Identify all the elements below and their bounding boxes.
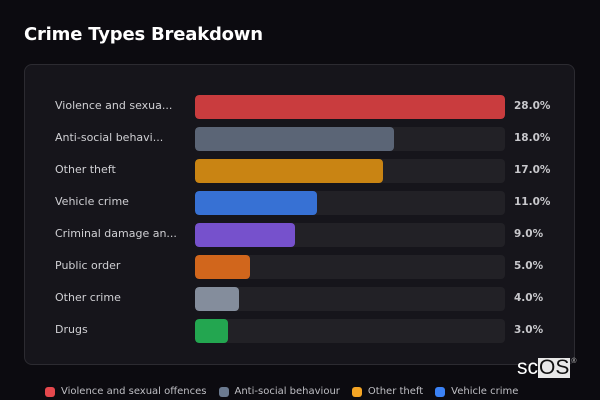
watermark-boxed: OS — [538, 356, 571, 379]
bar-row-other-crime: Other crime 4.0% — [25, 287, 574, 311]
bar-row-criminal-damage: Criminal damage an... 9.0% — [25, 223, 574, 247]
bar-value: 11.0% — [514, 196, 551, 208]
legend-item-vehicle-crime[interactable]: Vehicle crime — [435, 386, 518, 397]
bar-fill[interactable] — [195, 95, 505, 119]
legend-item-violence[interactable]: Violence and sexual offences — [45, 386, 207, 397]
bar-value: 18.0% — [514, 132, 551, 144]
watermark-prefix: sc — [517, 356, 538, 379]
bar-value: 17.0% — [514, 164, 551, 176]
legend-item-anti-social[interactable]: Anti-social behaviour — [218, 386, 340, 397]
bar-track — [195, 191, 505, 215]
legend-swatch — [435, 386, 446, 397]
bar-track — [195, 223, 505, 247]
bar-label: Drugs — [55, 323, 88, 336]
bar-value: 9.0% — [514, 228, 544, 240]
bar-track — [195, 159, 505, 183]
bar-row-other-theft: Other theft 17.0% — [25, 159, 574, 183]
bar-track — [195, 319, 505, 343]
bar-label: Other crime — [55, 291, 121, 304]
bar-fill[interactable] — [195, 319, 229, 343]
legend-label: Vehicle crime — [451, 386, 519, 397]
chart-card: Violence and sexua... 28.0% Anti-social … — [24, 64, 575, 365]
bar-fill[interactable] — [195, 287, 240, 311]
bar-fill[interactable] — [195, 223, 295, 247]
bar-row-public-order: Public order 5.0% — [25, 255, 574, 279]
legend-label: Other theft — [367, 386, 424, 397]
chart-title: Crime Types Breakdown — [24, 24, 263, 45]
bar-track — [195, 255, 505, 279]
bar-label: Other theft — [55, 163, 116, 176]
legend-swatch — [351, 386, 362, 397]
legend-label: Violence and sexual offences — [61, 386, 207, 397]
bar-row-violence: Violence and sexua... 28.0% — [25, 95, 574, 119]
bar-label: Violence and sexua... — [55, 99, 173, 112]
bar-fill[interactable] — [195, 255, 251, 279]
legend-item-other-theft[interactable]: Other theft — [351, 386, 424, 397]
scos-watermark-logo: sc OS ® — [517, 356, 577, 379]
bar-label: Anti-social behavi... — [55, 131, 164, 144]
bar-fill[interactable] — [195, 127, 395, 151]
bar-value: 4.0% — [514, 292, 544, 304]
bar-row-vehicle-crime: Vehicle crime 11.0% — [25, 191, 574, 215]
bar-value: 28.0% — [514, 100, 551, 112]
bar-row-drugs: Drugs 3.0% — [25, 319, 574, 343]
bar-fill[interactable] — [195, 191, 317, 215]
chart-legend: Violence and sexual offences Anti-social… — [45, 386, 518, 397]
legend-swatch — [218, 386, 229, 397]
bar-track — [195, 287, 505, 311]
registered-mark-icon: ® — [571, 358, 577, 365]
bar-row-anti-social: Anti-social behavi... 18.0% — [25, 127, 574, 151]
bar-label: Criminal damage an... — [55, 227, 177, 240]
bar-label: Vehicle crime — [55, 195, 129, 208]
bar-fill[interactable] — [195, 159, 384, 183]
bar-value: 3.0% — [514, 324, 544, 336]
legend-swatch — [45, 386, 55, 397]
bar-track — [195, 95, 505, 119]
legend-label: Anti-social behaviour — [234, 386, 340, 397]
bar-label: Public order — [55, 259, 121, 272]
bar-track — [195, 127, 505, 151]
bar-value: 5.0% — [514, 260, 544, 272]
